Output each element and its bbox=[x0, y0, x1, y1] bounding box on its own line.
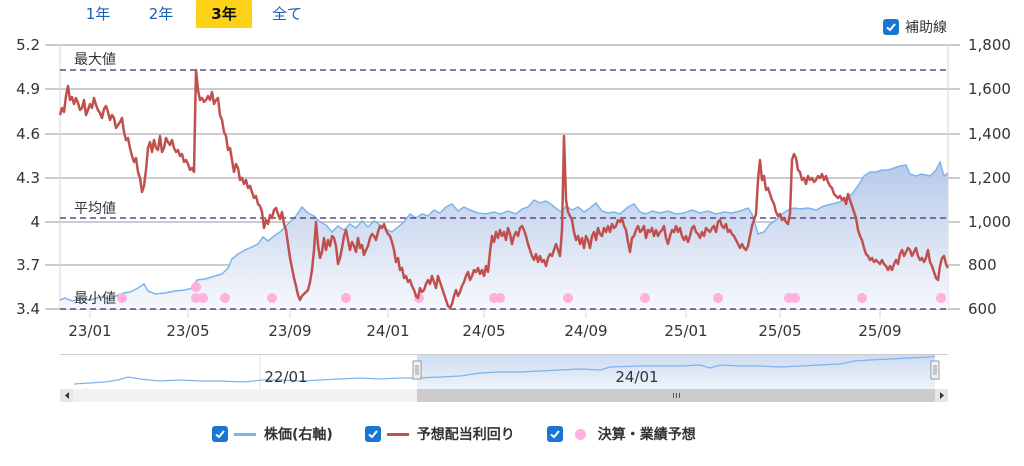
svg-text:25/09: 25/09 bbox=[858, 322, 901, 340]
scrollbar[interactable] bbox=[60, 389, 948, 402]
legend-label-price: 株価(右軸) bbox=[264, 427, 333, 443]
right-axis-labels: 1,800 1,600 1,400 1,200 1,000 800 600 bbox=[968, 36, 1011, 318]
legend-label-earnings: 決算・業績予想 bbox=[597, 427, 696, 443]
navigator-price-line bbox=[73, 355, 936, 385]
svg-text:25/01: 25/01 bbox=[664, 322, 707, 340]
legend: 株価(右軸) 予想配当利回り 決算・業績予想 bbox=[212, 424, 728, 444]
checkbox-icon[interactable] bbox=[883, 19, 899, 35]
svg-text:1,600: 1,600 bbox=[968, 80, 1011, 98]
x-axis-labels: 23/01 23/05 23/09 24/01 24/05 24/09 25/0… bbox=[68, 322, 901, 340]
x-axis-ticks bbox=[89, 309, 881, 318]
navigator-label-24-01: 24/01 bbox=[615, 368, 658, 386]
svg-text:24/09: 24/09 bbox=[564, 322, 607, 340]
left-tick-3.4: 3.4 bbox=[16, 300, 40, 318]
min-label: 最小値 bbox=[74, 291, 116, 307]
svg-text:24/01: 24/01 bbox=[366, 322, 409, 340]
svg-text:1,200: 1,200 bbox=[968, 169, 1011, 187]
left-tick-5.2: 5.2 bbox=[16, 36, 40, 54]
reference-lines bbox=[60, 69, 948, 310]
legend-item-price[interactable]: 株価(右軸) bbox=[212, 424, 333, 444]
scroll-left-arrow-icon bbox=[65, 392, 69, 399]
scroll-right-arrow-icon bbox=[940, 392, 944, 399]
checkbox-icon[interactable] bbox=[212, 426, 228, 442]
scrollbar-grip-icon bbox=[673, 393, 680, 398]
legend-item-yield[interactable]: 予想配当利回り bbox=[364, 424, 515, 444]
svg-text:1,400: 1,400 bbox=[968, 125, 1011, 143]
yield-line bbox=[58, 68, 950, 310]
svg-text:23/05: 23/05 bbox=[166, 322, 209, 340]
price-line bbox=[59, 159, 949, 302]
navigator-label-22-01: 22/01 bbox=[264, 368, 307, 386]
tab-3-years[interactable]: 3年 bbox=[196, 0, 252, 28]
left-tick-4.3: 4.3 bbox=[16, 169, 40, 187]
left-tick-4.6: 4.6 bbox=[16, 125, 40, 143]
tab-1-year[interactable]: 1年 bbox=[85, 5, 111, 23]
avg-label: 平均値 bbox=[74, 201, 116, 217]
navigator[interactable]: 22/01 24/01 bbox=[60, 354, 948, 389]
left-axis-labels: 5.2 4.9 4.6 4.3 4 3.7 3.4 bbox=[16, 36, 40, 318]
checkbox-icon[interactable] bbox=[364, 426, 381, 442]
max-label: 最大値 bbox=[74, 52, 116, 68]
left-tick-3.7: 3.7 bbox=[16, 256, 40, 274]
aux-lines-toggle[interactable]: 補助線 bbox=[883, 17, 947, 37]
line-swatch-icon bbox=[386, 432, 409, 436]
range-tabs: 1年 2年 3年 全て bbox=[70, 0, 322, 28]
navigator-left-handle[interactable] bbox=[412, 360, 422, 380]
svg-text:25/05: 25/05 bbox=[758, 322, 801, 340]
checkbox-icon[interactable] bbox=[546, 426, 563, 442]
svg-text:23/09: 23/09 bbox=[268, 322, 311, 340]
svg-text:24/05: 24/05 bbox=[462, 322, 505, 340]
svg-text:23/01: 23/01 bbox=[68, 322, 111, 340]
svg-text:600: 600 bbox=[968, 300, 997, 318]
aux-lines-label: 補助線 bbox=[905, 20, 947, 36]
left-tick-4: 4 bbox=[30, 213, 40, 231]
svg-text:800: 800 bbox=[968, 256, 997, 274]
line-swatch-icon bbox=[234, 432, 256, 436]
left-tick-4.9: 4.9 bbox=[16, 80, 40, 98]
navigator-right-handle[interactable] bbox=[930, 360, 940, 380]
svg-text:1,000: 1,000 bbox=[968, 213, 1011, 231]
legend-label-yield: 予想配当利回り bbox=[416, 427, 515, 443]
tab-all[interactable]: 全て bbox=[271, 5, 302, 23]
legend-item-earnings[interactable]: 決算・業績予想 bbox=[546, 424, 696, 444]
svg-text:1,800: 1,800 bbox=[968, 36, 1011, 54]
tab-2-years[interactable]: 2年 bbox=[148, 5, 174, 23]
dot-swatch-icon bbox=[574, 428, 586, 440]
